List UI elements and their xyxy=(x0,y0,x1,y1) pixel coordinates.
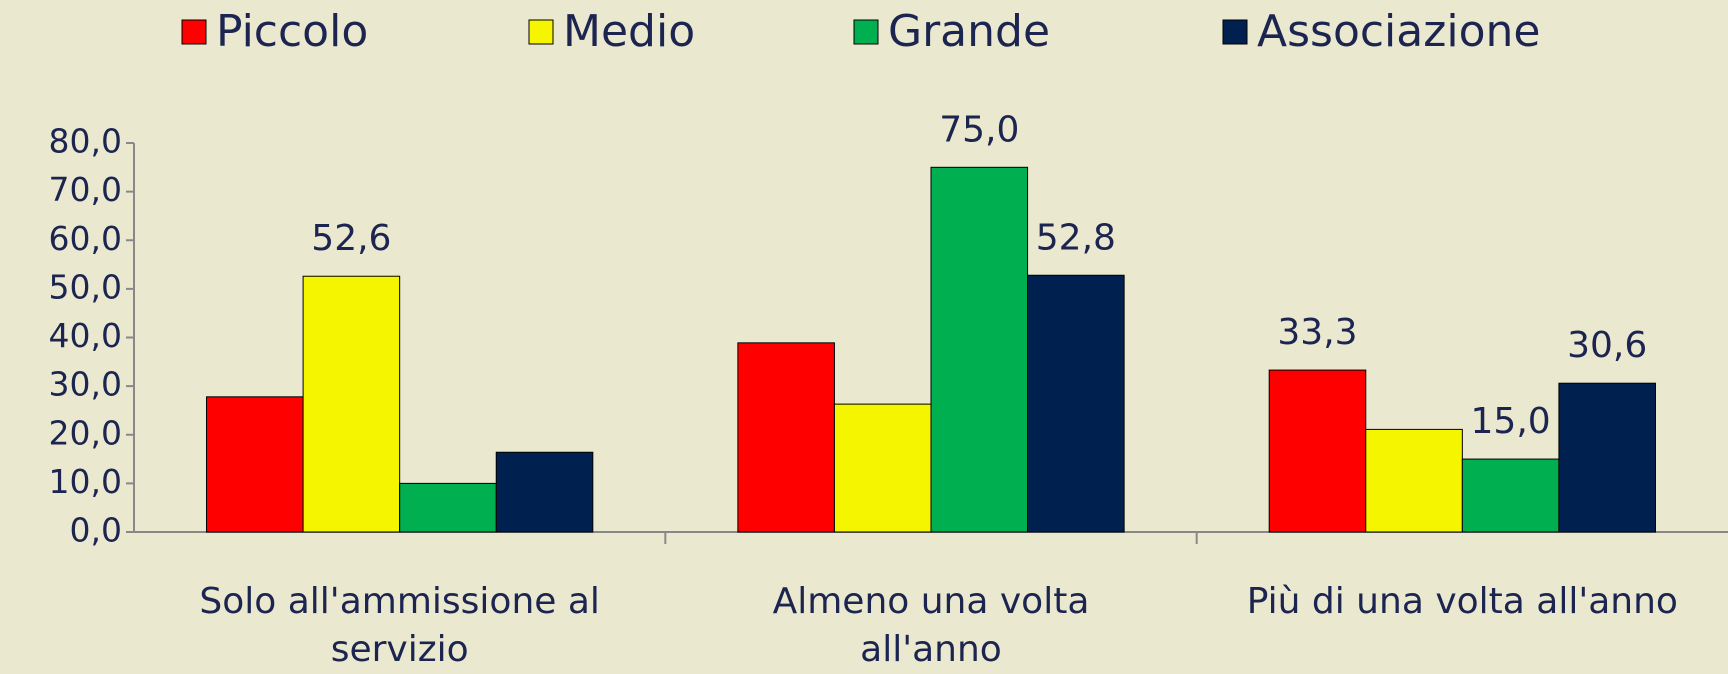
y-tick-label: 70,0 xyxy=(49,170,122,209)
data-label: 52,6 xyxy=(311,218,391,259)
bar xyxy=(1558,382,1656,533)
data-label: 75,0 xyxy=(939,109,1019,150)
y-tick-label: 40,0 xyxy=(49,316,122,355)
data-label: 52,8 xyxy=(1036,217,1116,258)
y-tick-label: 80,0 xyxy=(49,122,122,161)
bar xyxy=(1027,274,1125,533)
bar xyxy=(206,396,304,533)
bar xyxy=(495,451,594,533)
x-tick-label: Almeno una volta all'anno xyxy=(772,581,1090,670)
bar xyxy=(399,482,497,533)
legend-swatch xyxy=(853,19,879,45)
data-label: 33,3 xyxy=(1277,312,1357,353)
bar xyxy=(737,342,835,533)
y-tick-label: 60,0 xyxy=(49,219,122,258)
bar xyxy=(1365,428,1463,533)
legend-swatch xyxy=(181,19,207,45)
bar xyxy=(1461,458,1560,533)
x-tick-label: Solo all'ammissione al servizio xyxy=(199,581,600,670)
bar xyxy=(1268,369,1367,533)
legend-swatch xyxy=(528,19,554,45)
bar xyxy=(833,403,932,533)
y-tick-label: 10,0 xyxy=(49,462,122,501)
bar xyxy=(302,275,401,533)
legend-label: Associazione xyxy=(1257,6,1540,57)
y-tick-label: 30,0 xyxy=(49,365,122,404)
y-tick-label: 50,0 xyxy=(49,267,122,306)
legend-label: Grande xyxy=(888,6,1050,57)
y-tick-label: 0,0 xyxy=(70,511,122,550)
bar xyxy=(930,166,1029,533)
y-tick-label: 20,0 xyxy=(49,413,122,452)
legend-swatch xyxy=(1222,19,1248,45)
x-tick-label: Più di una volta all'anno xyxy=(1246,581,1678,622)
data-label: 15,0 xyxy=(1471,401,1551,442)
legend-label: Piccolo xyxy=(216,6,368,57)
legend-label: Medio xyxy=(563,6,695,57)
data-label: 30,6 xyxy=(1567,325,1647,366)
